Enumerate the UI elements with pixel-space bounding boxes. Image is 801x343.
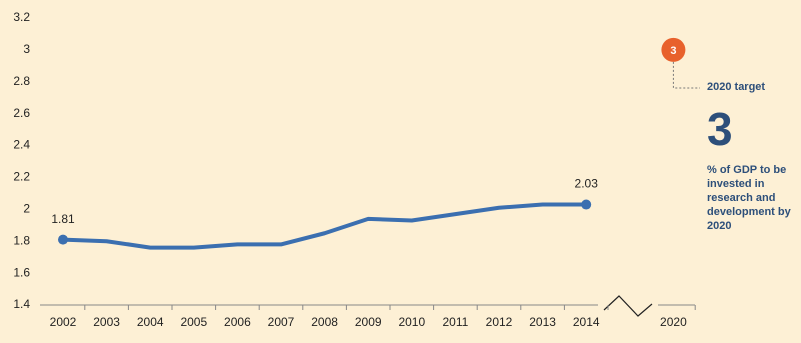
y-tick-label: 2.4 <box>13 138 30 152</box>
target-label: 2020 target <box>707 81 766 93</box>
y-tick-label: 2.2 <box>13 170 30 184</box>
x-tick-label: 2011 <box>442 315 468 329</box>
target-point-label: 3 <box>670 45 676 57</box>
y-tick-label: 1.8 <box>13 233 30 247</box>
point <box>58 234 68 245</box>
target-point <box>661 37 686 62</box>
y-tick-label: 1.6 <box>13 265 30 279</box>
x-tick-label: 2013 <box>529 315 556 329</box>
x-tick-label: 2009 <box>355 315 382 329</box>
y-tick-label: 2.8 <box>13 74 30 88</box>
y-tick-label: 2 <box>23 202 30 216</box>
y-tick-label: 3.2 <box>13 10 30 24</box>
x-tick-label: 2010 <box>398 315 425 329</box>
x-tick-label: 2007 <box>268 315 295 329</box>
x-tick-label: 2003 <box>93 315 120 329</box>
target-leader <box>672 61 700 89</box>
target-value: 3 <box>707 103 733 155</box>
x-tick-label: 2005 <box>180 315 207 329</box>
y-tick-label: 1.4 <box>13 297 30 311</box>
data-label: 2.03 <box>575 177 599 191</box>
x-tick-label: 2002 <box>50 315 77 329</box>
x-tick-label: 2004 <box>137 315 164 329</box>
target-description: % of GDP to be invested in research and … <box>707 164 791 232</box>
line <box>62 202 587 250</box>
y-tick-label: 2.6 <box>13 106 30 120</box>
x-tick-label: 2012 <box>486 315 513 329</box>
data-label: 1.81 <box>51 212 75 226</box>
point <box>581 199 592 210</box>
x-tick-label: 2008 <box>311 315 338 329</box>
x-tick-label: 2020 <box>660 315 687 329</box>
x-tick-label: 2006 <box>224 315 251 329</box>
axis-break <box>603 295 653 317</box>
x-tick-label: 2014 <box>573 315 600 329</box>
y-tick-label: 3 <box>23 42 30 56</box>
